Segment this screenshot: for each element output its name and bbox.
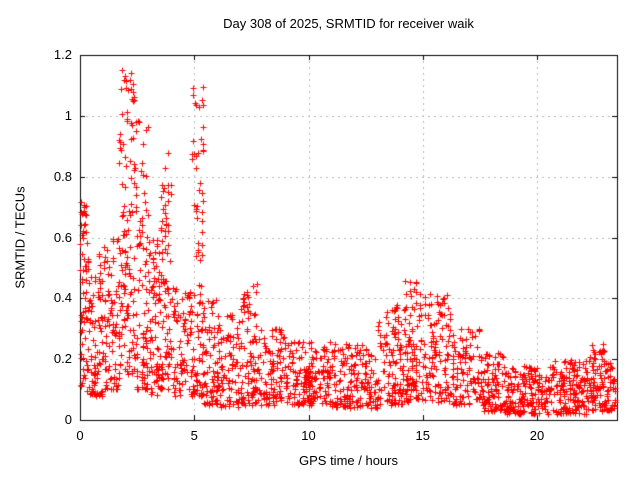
- x-tick-label: 15: [415, 428, 430, 443]
- y-tick-label: 1.2: [53, 47, 72, 62]
- x-tick-label: 10: [301, 428, 316, 443]
- y-tick-label: 0.4: [53, 290, 72, 306]
- y-tick-label: 0.6: [53, 229, 72, 245]
- x-tick-label: 20: [529, 428, 545, 443]
- y-tick-label: 1: [64, 107, 72, 123]
- chart-title: Day 308 of 2025, SRMTID for receiver wai…: [223, 16, 474, 31]
- y-tick-label: 0: [64, 412, 72, 427]
- x-axis-label: GPS time / hours: [299, 453, 398, 468]
- x-tick-label: 0: [76, 428, 84, 443]
- y-tick-label: 0.8: [53, 168, 72, 184]
- x-tick-label: 5: [190, 428, 198, 443]
- y-tick-label: 0.2: [53, 351, 72, 367]
